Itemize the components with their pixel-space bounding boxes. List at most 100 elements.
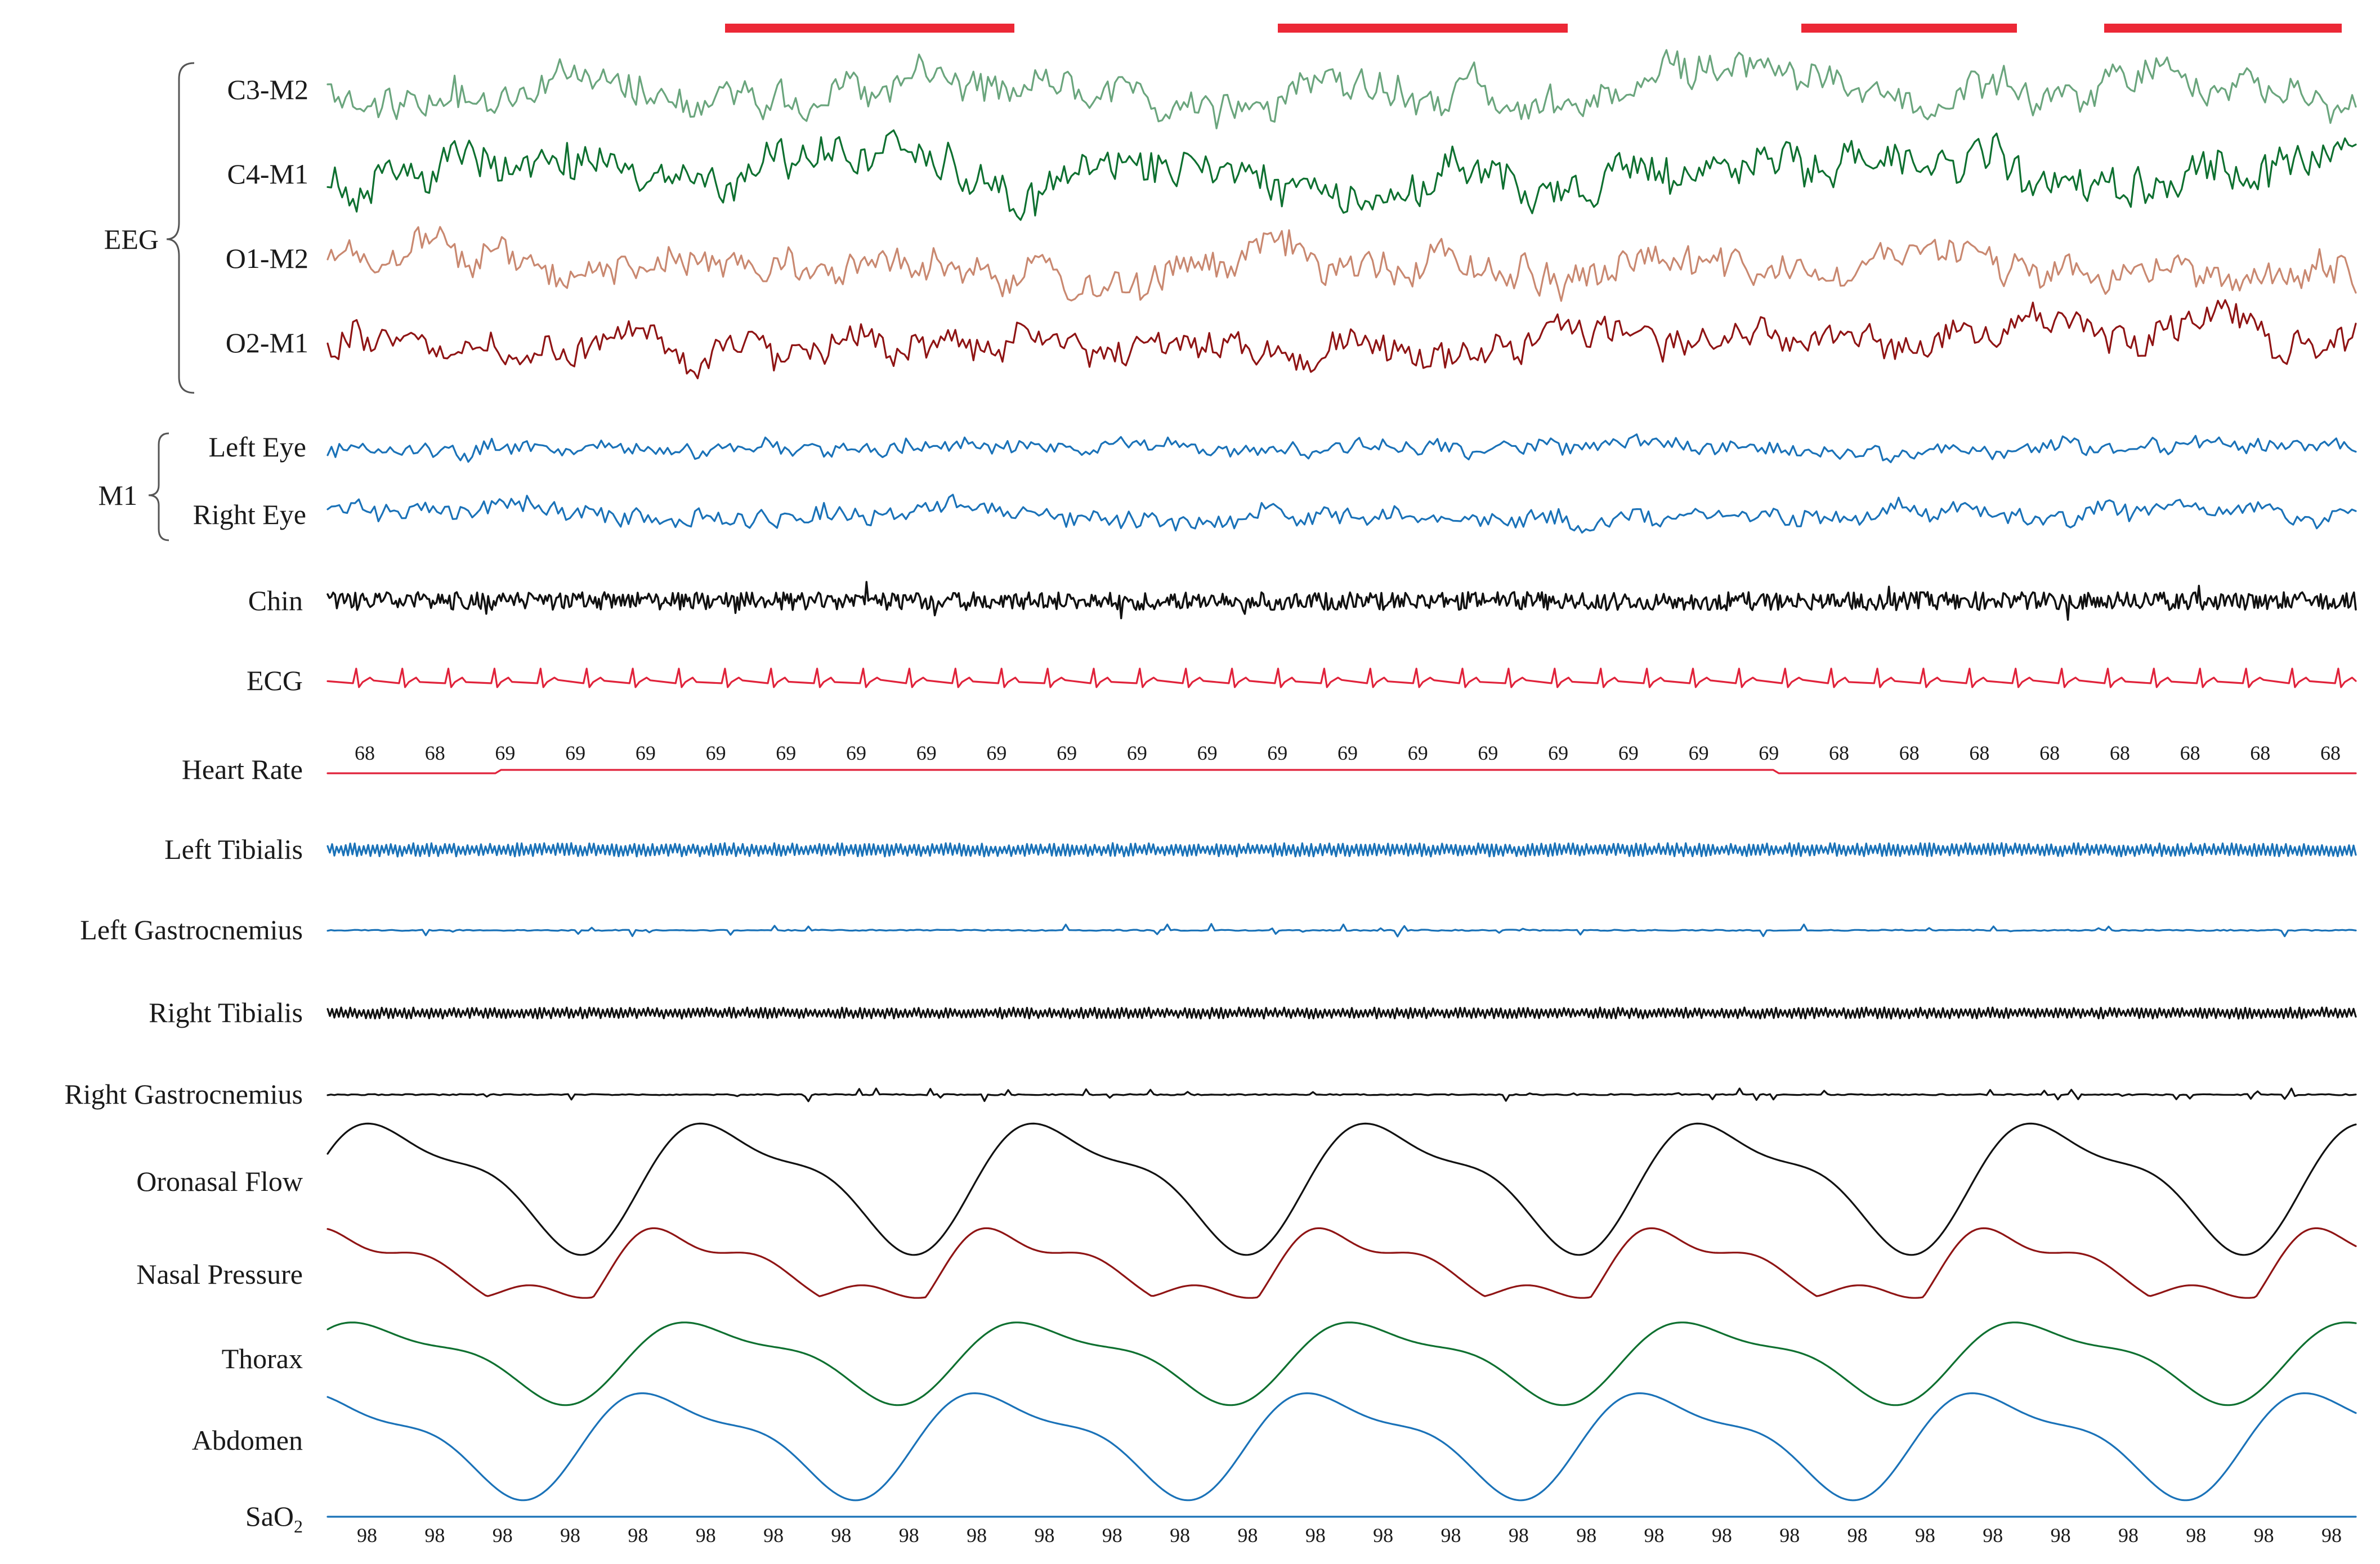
trace-right-eye (326, 494, 2357, 534)
label-o2m1: O2-M1 (226, 327, 308, 358)
heart-rate-value: 69 (776, 742, 796, 764)
sao2-value: 98 (696, 1524, 716, 1547)
label-heart-rate: Heart Rate (182, 754, 303, 785)
sao2-value: 98 (1644, 1524, 1665, 1547)
sao2-value: 98 (493, 1524, 513, 1547)
heart-rate-value: 69 (1127, 742, 1147, 764)
sao2-value: 98 (2321, 1524, 2342, 1547)
heart-rate-value: 69 (565, 742, 585, 764)
sao2-value: 98 (357, 1524, 377, 1547)
heart-rate-value: 69 (495, 742, 515, 764)
label-left-eye: Left Eye (208, 431, 306, 463)
sao2-value: 98 (560, 1524, 580, 1547)
arousal-marker-2 (1278, 24, 1568, 33)
sao2-value: 98 (1305, 1524, 1326, 1547)
heart-rate-value: 68 (2180, 742, 2200, 764)
sao2-value: 98 (1441, 1524, 1461, 1547)
heart-rate-value: 69 (916, 742, 937, 764)
sao2-value: 98 (1373, 1524, 1393, 1547)
heart-rate-value: 69 (1337, 742, 1358, 764)
heart-rate-value: 69 (1057, 742, 1077, 764)
sao2-value: 98 (1102, 1524, 1122, 1547)
sao2-value: 98 (1576, 1524, 1596, 1547)
label-o1m2: O1-M2 (226, 243, 308, 274)
label-sao2: SaO2 (245, 1500, 303, 1536)
sao2-value: 98 (424, 1524, 445, 1547)
trace-left-gastrocnemius (326, 923, 2357, 938)
heart-rate-value: 69 (1267, 742, 1287, 764)
label-left-tibialis: Left Tibialis (164, 833, 303, 865)
sao2-value: 98 (2186, 1524, 2206, 1547)
eye-group-label: M1 (99, 479, 137, 511)
heart-rate-value: 69 (986, 742, 1006, 764)
sao2-values: 98 98 98 98 98 98 98 98 98 98 98 98 98 98 98 98 98 98 98 98… (357, 1524, 2342, 1547)
trace-left-tibialis (326, 842, 2357, 858)
sao2-value: 98 (1712, 1524, 1732, 1547)
sao2-value: 98 (2118, 1524, 2139, 1547)
sao2-value: 98 (2254, 1524, 2274, 1547)
trace-c4m1 (326, 129, 2357, 221)
trace-right-tibialis (326, 1006, 2357, 1020)
label-right-gastrocnemius: Right Gastrocnemius (64, 1078, 303, 1110)
eeg-group-label: EEG (104, 223, 159, 255)
label-right-eye: Right Eye (193, 499, 306, 530)
trace-o2m1 (326, 299, 2357, 379)
label-left-gastrocnemius: Left Gastrocnemius (80, 914, 303, 945)
label-right-tibialis: Right Tibialis (149, 997, 303, 1028)
heart-rate-value: 69 (1408, 742, 1428, 764)
heart-rate-value: 69 (1759, 742, 1779, 764)
sao2-value: 98 (899, 1524, 919, 1547)
heart-rate-value: 68 (355, 742, 375, 764)
heart-rate-value: 69 (1478, 742, 1498, 764)
sao2-value: 98 (2051, 1524, 2071, 1547)
channel-labels: C3-M2 C4-M1 O1-M2 O2-M1 Left Eye Right Eye Chi… (64, 74, 308, 1536)
sao2-value: 98 (1779, 1524, 1800, 1547)
heart-rate-value: 68 (2250, 742, 2270, 764)
heart-rate-value: 69 (1618, 742, 1639, 764)
heart-rate-value: 68 (1829, 742, 1849, 764)
eeg-group: EEG (104, 62, 195, 394)
trace-right-gastrocnemius (326, 1087, 2357, 1103)
trace-nasal-pressure (326, 1227, 2357, 1299)
label-nasal-pressure: Nasal Pressure (136, 1258, 303, 1290)
arousal-markers (725, 24, 2342, 33)
heart-rate-value: 69 (706, 742, 726, 764)
trace-c3m2 (326, 49, 2357, 129)
trace-left-eye (326, 433, 2357, 463)
sao2-value: 98 (967, 1524, 987, 1547)
sao2-value: 98 (1915, 1524, 1935, 1547)
eye-brace (148, 432, 169, 541)
sao2-value: 98 (1983, 1524, 2003, 1547)
label-ecg: ECG (247, 665, 303, 696)
heart-rate-values: 68 68 69 69 69 69 69 69 69 69 69 69 69 69 69 69 69 69 69 69… (355, 742, 2341, 764)
arousal-marker-1 (725, 24, 1014, 33)
heart-rate-value: 69 (636, 742, 656, 764)
heart-rate-value: 69 (1689, 742, 1709, 764)
label-c3m2: C3-M2 (227, 74, 308, 105)
heart-rate-value: 68 (1969, 742, 1989, 764)
trace-chin (326, 581, 2357, 621)
trace-thorax (326, 1321, 2357, 1406)
trace-abdomen (326, 1392, 2357, 1502)
trace-heart-rate (326, 769, 2357, 774)
sao2-value: 98 (1509, 1524, 1529, 1547)
heart-rate-value: 68 (2039, 742, 2060, 764)
heart-rate-value: 69 (1548, 742, 1568, 764)
label-chin: Chin (248, 585, 303, 616)
eye-group: M1 (99, 432, 169, 541)
arousal-marker-4 (2104, 24, 2342, 33)
sao2-value: 98 (628, 1524, 648, 1547)
sao2-value: 98 (831, 1524, 851, 1547)
trace-oronasal-flow (326, 1122, 2357, 1256)
sao2-value: 98 (1034, 1524, 1054, 1547)
arousal-marker-3 (1801, 24, 2017, 33)
sao2-value: 98 (763, 1524, 784, 1547)
heart-rate-value: 69 (1197, 742, 1218, 764)
channel-traces (326, 49, 2357, 1518)
heart-rate-value: 68 (425, 742, 445, 764)
sao2-value: 98 (1170, 1524, 1190, 1547)
heart-rate-value: 68 (1899, 742, 1920, 764)
label-abdomen: Abdomen (192, 1424, 303, 1456)
sao2-value: 98 (1847, 1524, 1868, 1547)
